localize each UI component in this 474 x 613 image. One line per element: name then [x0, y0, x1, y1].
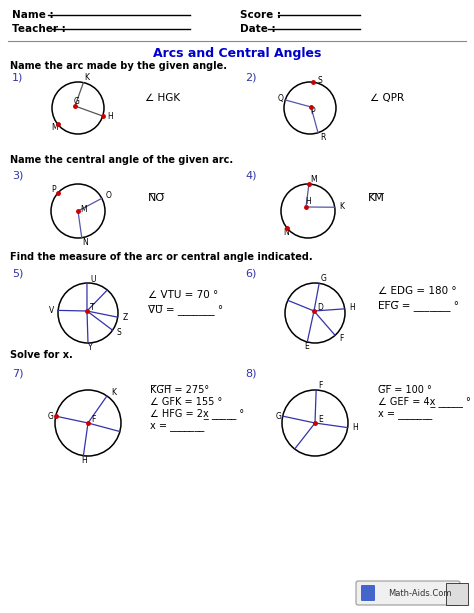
Text: G: G: [276, 412, 282, 421]
Text: H: H: [305, 197, 311, 207]
Text: S: S: [117, 328, 121, 337]
Text: Q: Q: [277, 94, 283, 104]
Text: V̅U̅ = _______ °: V̅U̅ = _______ °: [148, 305, 223, 316]
Text: ∠ QPR: ∠ QPR: [370, 93, 404, 103]
Text: E: E: [318, 416, 323, 424]
Text: x = _______: x = _______: [378, 409, 432, 419]
Text: 5): 5): [12, 268, 23, 278]
Text: O: O: [106, 191, 112, 200]
Text: Score :: Score :: [240, 10, 281, 20]
Text: Solve for x.: Solve for x.: [10, 350, 73, 360]
Text: x = _______: x = _______: [150, 421, 204, 431]
Text: H: H: [353, 423, 358, 432]
Text: ∠ GFK = 155 °: ∠ GFK = 155 °: [150, 397, 222, 407]
Text: F: F: [339, 334, 344, 343]
Text: Arcs and Central Angles: Arcs and Central Angles: [153, 47, 321, 59]
Text: 1): 1): [12, 73, 23, 83]
Text: G̅F̅ = 100 °: G̅F̅ = 100 °: [378, 385, 432, 395]
Text: G: G: [320, 274, 326, 283]
Text: G: G: [74, 96, 80, 105]
Text: M: M: [80, 205, 87, 213]
Text: N̅O̅: N̅O̅: [148, 193, 165, 203]
Text: Name the arc made by the given angle.: Name the arc made by the given angle.: [10, 61, 227, 71]
FancyBboxPatch shape: [361, 585, 375, 601]
Text: K: K: [84, 73, 90, 82]
Text: Date :: Date :: [240, 24, 275, 34]
Text: V: V: [49, 306, 55, 315]
Text: F: F: [91, 416, 95, 424]
Bar: [446, 583, 468, 605]
Text: N: N: [284, 228, 290, 237]
Text: P: P: [51, 186, 55, 194]
Text: H: H: [108, 112, 113, 121]
Text: E̅F̅G̅ = _______ °: E̅F̅G̅ = _______ °: [378, 300, 459, 311]
Text: U: U: [90, 275, 95, 284]
Text: R: R: [320, 133, 326, 142]
Text: M: M: [52, 123, 58, 132]
Text: K: K: [340, 202, 345, 211]
Text: N: N: [82, 238, 88, 247]
Text: P: P: [310, 107, 315, 116]
Text: Teacher :: Teacher :: [12, 24, 66, 34]
Text: 6): 6): [245, 268, 256, 278]
Text: ∠ VTU = 70 °: ∠ VTU = 70 °: [148, 290, 218, 300]
Text: D: D: [317, 303, 323, 313]
Text: G: G: [48, 412, 54, 421]
Text: E: E: [304, 343, 309, 351]
Text: Name :: Name :: [12, 10, 54, 20]
Text: 2): 2): [245, 73, 256, 83]
Text: H: H: [350, 303, 356, 313]
Text: Name the central angle of the given arc.: Name the central angle of the given arc.: [10, 155, 233, 165]
Text: ∠ EDG = 180 °: ∠ EDG = 180 °: [378, 286, 456, 296]
Text: M: M: [310, 175, 317, 183]
Text: K̅M̅: K̅M̅: [368, 193, 385, 203]
Text: 4): 4): [245, 170, 256, 180]
Text: Find the measure of the arc or central angle indicated.: Find the measure of the arc or central a…: [10, 252, 313, 262]
Text: Math-Aids.Com: Math-Aids.Com: [388, 588, 452, 598]
Text: S: S: [317, 75, 322, 85]
Text: Y: Y: [88, 343, 92, 352]
Text: ∠ HFG = 2x̲ _____ °: ∠ HFG = 2x̲ _____ °: [150, 408, 244, 419]
Text: Z: Z: [123, 313, 128, 322]
Text: ∠ GEF = 4x̲ _____ °: ∠ GEF = 4x̲ _____ °: [378, 397, 471, 408]
FancyBboxPatch shape: [356, 581, 460, 605]
Text: 7): 7): [12, 368, 24, 378]
Text: K: K: [111, 389, 116, 397]
Text: F: F: [318, 381, 322, 389]
Text: ∠ HGK: ∠ HGK: [145, 93, 180, 103]
Text: K̅G̅H̅ = 275°: K̅G̅H̅ = 275°: [150, 385, 209, 395]
Text: H: H: [82, 456, 87, 465]
Text: T: T: [90, 303, 95, 313]
Text: 3): 3): [12, 170, 23, 180]
Text: 8): 8): [245, 368, 256, 378]
